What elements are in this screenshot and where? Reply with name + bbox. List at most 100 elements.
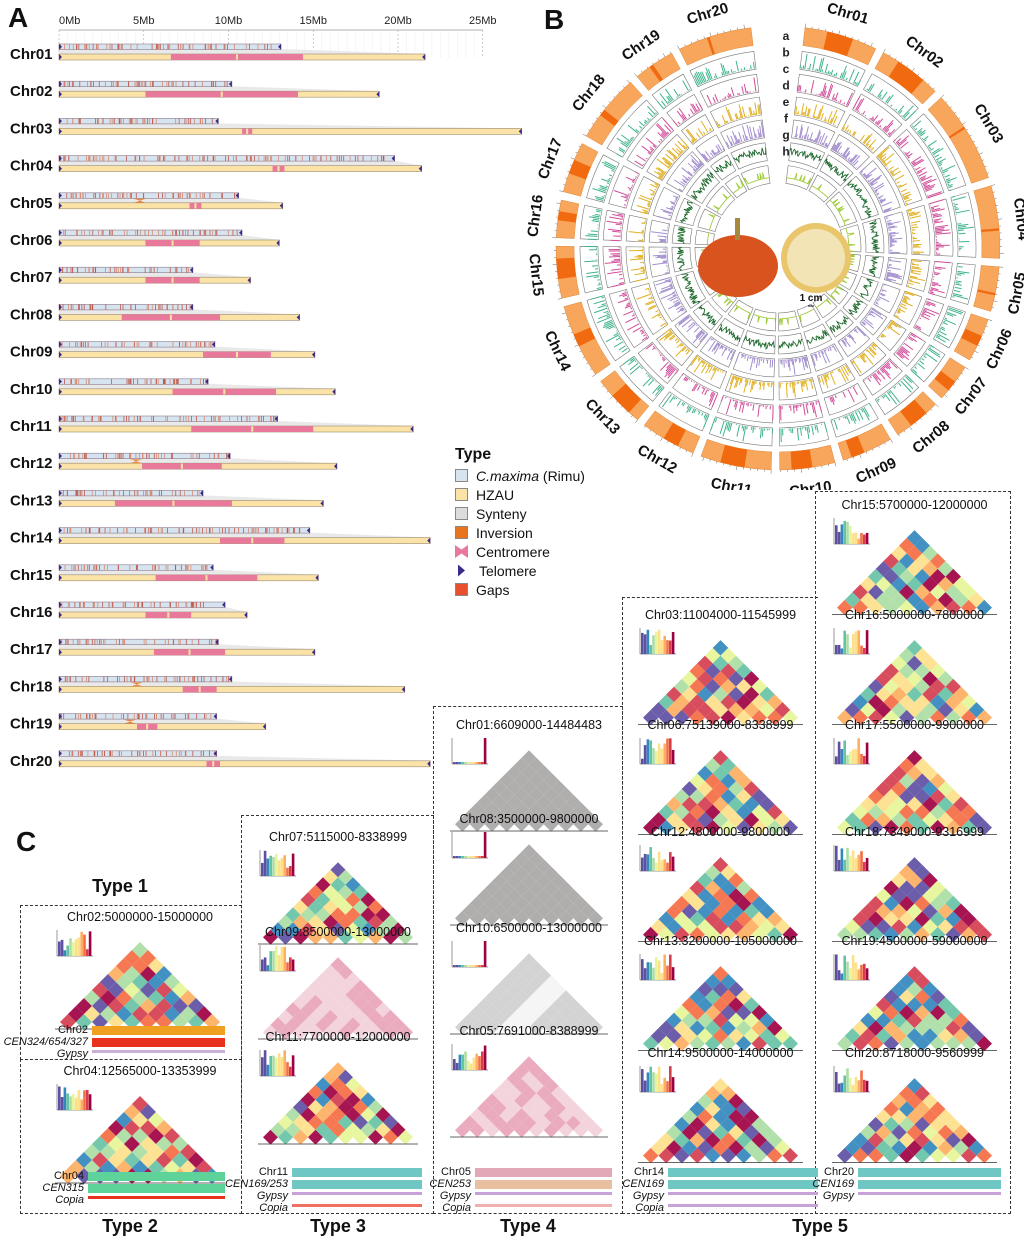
track-e-bar <box>662 229 668 232</box>
track-b-bar <box>657 385 662 391</box>
track-b-bar <box>953 203 959 206</box>
axis-tick <box>991 307 994 309</box>
track-d-bar <box>646 301 655 306</box>
axis-tick <box>925 413 928 416</box>
track-d-bar <box>638 197 652 203</box>
heatmap-cell <box>529 816 544 832</box>
heatmap-title: Chr10:6500000-13000000 <box>456 921 602 935</box>
heatmap-cell <box>566 809 581 825</box>
track-d-bar <box>902 193 912 198</box>
track-c-bar <box>704 389 708 396</box>
axis-tick-label: 25Mb <box>469 15 497 27</box>
track-b-bar <box>938 161 943 165</box>
track-b-bar <box>721 72 724 76</box>
heatmap-cell <box>551 982 566 998</box>
heatmap-cell <box>484 816 500 832</box>
track-b-bar <box>603 321 613 327</box>
track-c-frame <box>666 93 704 128</box>
track-g-frame <box>724 174 748 199</box>
track-e-bar <box>682 174 690 181</box>
track-b-bar <box>877 89 883 98</box>
telomere-icon <box>189 266 193 273</box>
track-c-bar <box>827 84 834 99</box>
track-g-line <box>815 297 832 308</box>
heatmap-cell <box>543 1093 559 1109</box>
track-d-bar <box>651 313 661 319</box>
track-e-bar <box>868 312 876 318</box>
track-b-bar <box>925 352 938 362</box>
telomere-icon <box>227 452 231 459</box>
inset-bar <box>478 856 481 858</box>
axis-tick <box>570 157 575 160</box>
idiogram-segment <box>973 265 1000 312</box>
track-d-bar <box>818 105 824 120</box>
track-d-bar <box>634 278 647 282</box>
track-e-frame <box>666 151 705 193</box>
track-e-bar <box>746 136 749 141</box>
centromere-left <box>145 612 168 618</box>
track-label: Chr11 <box>258 1166 288 1178</box>
telomere-icon <box>59 165 62 172</box>
track-d-bar <box>870 146 875 151</box>
heatmap-type3-1: Chr07:5115000-8338999 <box>248 830 428 950</box>
telomere-icon <box>391 155 395 162</box>
axis-tick <box>985 325 988 327</box>
heatmap-cell <box>521 794 537 810</box>
heatmap-cell <box>558 802 574 817</box>
track-b-bar <box>845 77 848 81</box>
heatmap-cell <box>398 1129 413 1145</box>
track-d-bar <box>818 376 822 383</box>
track-b-bar <box>943 320 946 323</box>
axis-tick <box>984 165 987 168</box>
heatmap-cell <box>536 809 552 825</box>
track-b-bar <box>948 308 963 315</box>
track-b-bar <box>947 183 953 187</box>
track-d-bar <box>675 339 680 344</box>
track-e-bar <box>880 202 883 204</box>
axis-tick <box>620 406 623 408</box>
idiogram-segment <box>636 52 681 91</box>
telomere-icon <box>215 118 219 125</box>
track-d-bar <box>876 148 886 157</box>
track-d-bar <box>866 349 875 359</box>
track-b-bar <box>752 61 755 69</box>
inset-bar <box>275 853 278 876</box>
track-d-bar <box>838 368 847 383</box>
track-e-bar <box>686 323 696 333</box>
track-b-bar <box>609 174 613 177</box>
inset-bar <box>60 939 64 956</box>
centromere-band <box>600 109 619 126</box>
track-b-bar <box>647 117 651 121</box>
track-c-bar <box>796 85 799 92</box>
track-e-bar <box>691 160 700 169</box>
panel-c-label: C <box>16 826 37 857</box>
track-e-bar <box>711 338 714 341</box>
track-c-bar <box>907 156 910 159</box>
track-b-bar <box>601 178 610 183</box>
track-e-bar <box>803 356 807 367</box>
track-e-bar <box>675 197 678 200</box>
track-c-bar <box>645 337 649 340</box>
axis-tick <box>930 408 933 411</box>
heatmap-cell <box>521 873 537 889</box>
inset-bar <box>283 1050 286 1076</box>
track-d-bar <box>651 298 653 300</box>
track-e-bar <box>801 135 804 139</box>
track-c-bar <box>934 224 948 228</box>
telomere-icon <box>59 463 62 470</box>
axis-tick <box>567 171 570 173</box>
track-b-bar <box>632 136 635 139</box>
track-e-bar <box>741 125 748 141</box>
track-e-bar <box>816 131 822 143</box>
track-c-bar <box>884 122 894 132</box>
track-b-bar <box>592 218 600 221</box>
track-b-bar <box>947 183 950 186</box>
annotation-track-bar <box>475 1192 612 1195</box>
heatmap-cell <box>506 873 522 889</box>
track-c-bar <box>913 159 925 167</box>
track-d-bar <box>750 380 754 393</box>
track-e-bar <box>877 194 884 199</box>
axis-tick <box>602 385 605 388</box>
track-d-bar <box>709 127 712 131</box>
track-b-bar <box>854 81 857 85</box>
